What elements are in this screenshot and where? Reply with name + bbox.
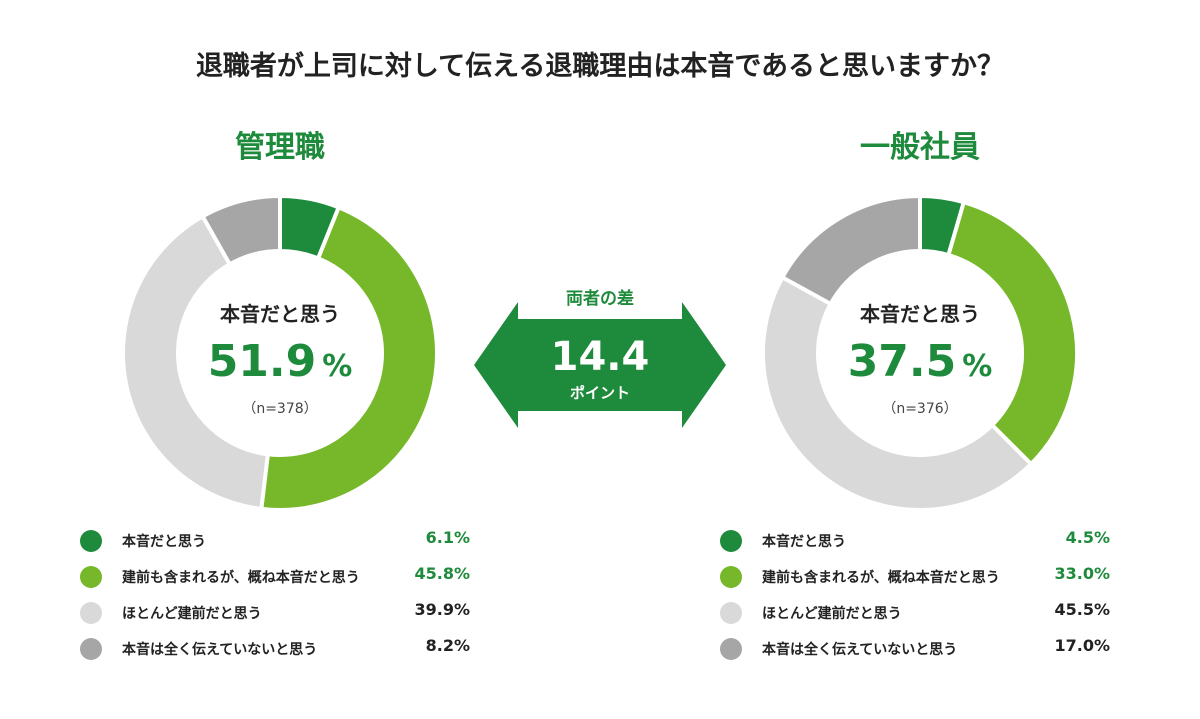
- legend-value: 45.5%: [1054, 600, 1110, 619]
- legend-dot: [720, 566, 742, 588]
- group-title-employees: 一般社員: [860, 130, 980, 165]
- legend-label: 建前も含まれるが、概ね本音だと思う: [762, 570, 1000, 586]
- donut-slice: [199, 195, 282, 267]
- donut-slice: [259, 204, 438, 511]
- group-title-managers: 管理職: [235, 130, 325, 165]
- donut-slice: [779, 195, 922, 307]
- legend-row: 本音は全く伝えていないと思う 8.2%: [80, 633, 470, 669]
- center-value-number: 51.9: [207, 336, 317, 387]
- panel-managers: 管理職 本音だと思う 51.9% （n=378） 本音だと思う 6.1% 建前も…: [80, 0, 520, 719]
- legend-label: 本音は全く伝えていないと思う: [122, 642, 318, 658]
- sample-size-managers: （n=378）: [242, 401, 318, 417]
- double-arrow-icon: [474, 302, 726, 428]
- difference-unit: ポイント: [569, 384, 630, 402]
- legend-value: 45.8%: [414, 564, 470, 583]
- legend-dot: [720, 638, 742, 660]
- legend-row: 本音だと思う 6.1%: [80, 525, 470, 561]
- legend-label: 本音だと思う: [762, 534, 846, 550]
- sample-size-employees: （n=376）: [882, 401, 958, 417]
- legend-row: 本音は全く伝えていないと思う 17.0%: [720, 633, 1110, 669]
- donut-chart-managers: [122, 195, 438, 511]
- legend-dot: [80, 602, 102, 624]
- center-value-managers: 51.9%: [80, 336, 480, 387]
- difference-value: 14.4: [550, 334, 650, 380]
- legend-dot: [720, 530, 742, 552]
- legend-value: 6.1%: [425, 528, 470, 547]
- legend-value: 17.0%: [1054, 636, 1110, 655]
- center-value-unit: %: [322, 349, 353, 384]
- donut-slice: [945, 199, 1078, 467]
- legend-dot: [80, 566, 102, 588]
- center-label-employees: 本音だと思う: [860, 302, 980, 326]
- center-value-unit: %: [962, 349, 993, 384]
- donut-chart-employees: [762, 195, 1078, 511]
- legend-dot: [80, 530, 102, 552]
- legend-dot: [80, 638, 102, 660]
- legend-label: 本音だと思う: [122, 534, 206, 550]
- legend-row: 建前も含まれるが、概ね本音だと思う 33.0%: [720, 561, 1110, 597]
- panel-employees: 一般社員 本音だと思う 37.5% （n=376） 本音だと思う 4.5% 建前…: [720, 0, 1160, 719]
- legend-value: 4.5%: [1065, 528, 1110, 547]
- legend-label: ほとんど建前だと思う: [762, 606, 902, 622]
- center-label-managers: 本音だと思う: [220, 302, 340, 326]
- center-value-employees: 37.5%: [720, 336, 1120, 387]
- legend-row: 建前も含まれるが、概ね本音だと思う 45.8%: [80, 561, 470, 597]
- legend-value: 8.2%: [425, 636, 470, 655]
- donut-slice: [122, 213, 271, 511]
- legend-label: 建前も含まれるが、概ね本音だと思う: [122, 570, 360, 586]
- double-arrow-shape: [474, 302, 726, 428]
- center-value-number: 37.5: [847, 336, 957, 387]
- legend-managers: 本音だと思う 6.1% 建前も含まれるが、概ね本音だと思う 45.8% ほとんど…: [80, 525, 470, 669]
- legend-label: ほとんど建前だと思う: [122, 606, 262, 622]
- legend-dot: [720, 602, 742, 624]
- legend-row: ほとんど建前だと思う 45.5%: [720, 597, 1110, 633]
- legend-value: 39.9%: [414, 600, 470, 619]
- legend-row: ほとんど建前だと思う 39.9%: [80, 597, 470, 633]
- donut-slice: [762, 274, 1034, 511]
- legend-label: 本音は全く伝えていないと思う: [762, 642, 958, 658]
- legend-row: 本音だと思う 4.5%: [720, 525, 1110, 561]
- legend-value: 33.0%: [1054, 564, 1110, 583]
- chart-title: 退職者が上司に対して伝える退職理由は本音であると思いますか？: [195, 51, 1005, 82]
- legend-employees: 本音だと思う 4.5% 建前も含まれるが、概ね本音だと思う 33.0% ほとんど…: [720, 525, 1110, 669]
- difference-label: 両者の差: [566, 289, 634, 309]
